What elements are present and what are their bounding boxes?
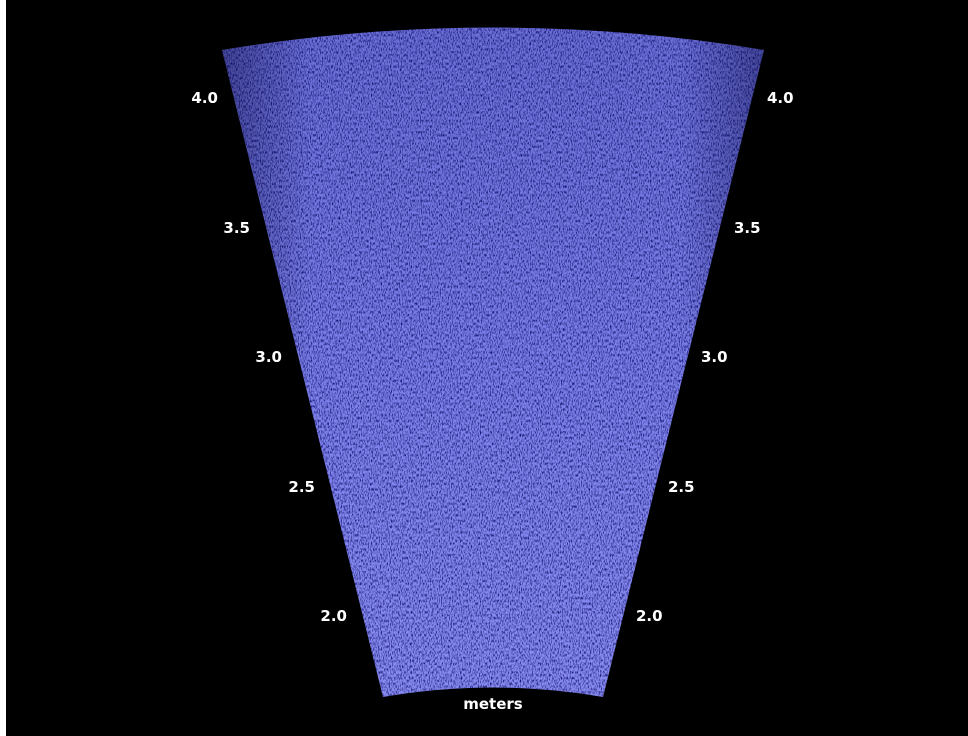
range-label-right-4.0: 4.0 xyxy=(767,89,794,107)
range-label-left-2.5: 2.5 xyxy=(288,478,315,496)
sonar-fan-image xyxy=(222,27,764,697)
range-label-left-4.0: 4.0 xyxy=(191,89,218,107)
sonar-beam xyxy=(222,27,764,697)
range-label-right-2.5: 2.5 xyxy=(668,478,695,496)
range-label-left-3.0: 3.0 xyxy=(255,348,282,366)
range-label-left-2.0: 2.0 xyxy=(320,607,347,625)
range-label-right-3.5: 3.5 xyxy=(734,219,761,237)
range-label-right-2.0: 2.0 xyxy=(636,607,663,625)
range-label-right-3.0: 3.0 xyxy=(701,348,728,366)
unit-label: meters xyxy=(463,695,523,713)
range-label-left-3.5: 3.5 xyxy=(223,219,250,237)
sonar-display: 4.0 3.5 3.0 2.5 2.0 4.0 3.5 3.0 2.5 2.0 … xyxy=(6,0,968,736)
